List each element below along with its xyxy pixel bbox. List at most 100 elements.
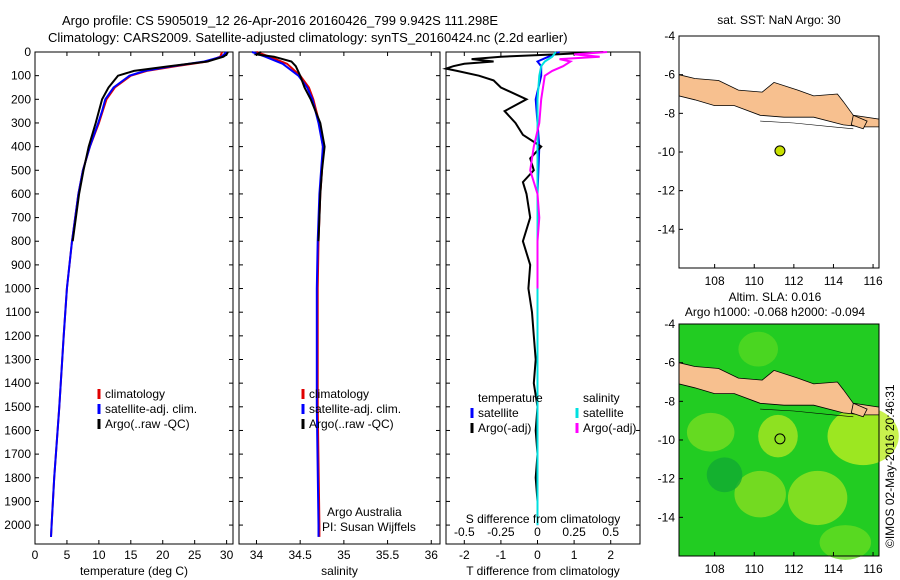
y-tick-label: 400: [11, 140, 31, 154]
y-tick-label: -6: [664, 356, 675, 370]
x-tick-label: 116: [863, 274, 882, 288]
sla-map: [678, 323, 899, 560]
x-tick-label: 112: [784, 274, 803, 288]
sla-map-title-line1: Altim. SLA: 0.016: [729, 290, 822, 304]
x-top-tick-label: -0.25: [487, 525, 515, 539]
x-tick-label: 114: [824, 274, 843, 288]
x-tick-label: 0: [32, 548, 39, 562]
y-tick-label: 500: [11, 163, 31, 177]
y-tick-label: -12: [658, 184, 676, 198]
sla-anomaly: [827, 407, 899, 466]
sla-map-title-line2: Argo h1000: -0.068 h2000: -0.094: [685, 305, 865, 319]
x-tick-label: 5: [64, 548, 71, 562]
x-tick-label: 15: [124, 548, 138, 562]
x-top-tick-label: 0: [534, 525, 541, 539]
y-tick-label: 1600: [4, 423, 31, 437]
x-tick-label: 30: [220, 548, 234, 562]
y-tick-label: 100: [11, 69, 31, 83]
x-tick-label: 20: [156, 548, 170, 562]
series-line-2: [253, 51, 326, 242]
panel-frame: [34, 51, 234, 545]
sla-anomaly: [686, 412, 735, 452]
y-tick-label: -12: [658, 472, 676, 486]
legend-label: temperature: [478, 391, 543, 405]
x-top-tick-label: 0.5: [602, 525, 619, 539]
annotation-pi: PI: Susan Wijffels: [322, 520, 416, 534]
x-top-tick-label: -0.5: [454, 525, 475, 539]
series-line-3: [529, 51, 608, 289]
series-line-1: [251, 51, 324, 537]
legend-label: satellite: [583, 406, 624, 420]
y-tick-label: 1000: [4, 282, 31, 296]
x-tick-label: 110: [745, 274, 764, 288]
x-tick-label: 35.5: [376, 548, 400, 562]
shelf-contour: [760, 120, 854, 130]
argo-position-marker: [774, 433, 786, 445]
y-tick-label: -6: [664, 68, 675, 82]
y-tick-label: 1300: [4, 353, 31, 367]
x-tick-label: 0: [534, 548, 541, 562]
legend-label: climatology: [309, 387, 369, 401]
legend-label: Argo(-adj): [583, 421, 636, 435]
sst-map: [678, 35, 880, 269]
sla-anomaly: [787, 470, 848, 526]
x-tick-label: 36: [425, 548, 439, 562]
y-tick-label: -8: [664, 106, 675, 120]
y-tick-label: 200: [11, 92, 31, 106]
legend-label: climatology: [105, 387, 165, 401]
y-tick-label: 1400: [4, 376, 31, 390]
y-tick-label: 2000: [4, 518, 31, 532]
x-axis-label: temperature (deg C): [80, 564, 188, 578]
y-tick-label: 1800: [4, 471, 31, 485]
y-tick-label: 1100: [5, 305, 31, 319]
bali-land: [850, 114, 868, 130]
sla-anomaly: [738, 331, 779, 367]
sst-map-title: sat. SST: NaN Argo: 30: [717, 13, 841, 27]
y-tick-label: 1900: [4, 494, 31, 508]
y-tick-label: -8: [664, 394, 675, 408]
x-tick-label: 108: [705, 274, 725, 288]
figure-title-line1: Argo profile: CS 5905019_12 26-Apr-2016 …: [62, 13, 499, 28]
legend-label: Argo(..raw -QC): [105, 417, 190, 431]
y-tick-label: -4: [664, 29, 675, 43]
y-tick-label: -4: [664, 317, 675, 331]
y-tick-label: -14: [658, 510, 676, 524]
x-tick-label: 110: [745, 562, 764, 576]
y-tick-label: 1200: [4, 329, 31, 343]
y-tick-label: 800: [11, 234, 31, 248]
legend-label: Argo(-adj): [478, 421, 531, 435]
x-tick-label: 25: [188, 548, 202, 562]
panel-frame: [445, 51, 641, 545]
legend-label: salinity: [583, 391, 620, 405]
sla-anomaly: [706, 457, 743, 493]
y-tick-label: 1500: [4, 400, 31, 414]
x-tick-label: 116: [863, 562, 882, 576]
x-tick-label: 34.5: [288, 548, 312, 562]
panel-frame: [238, 51, 441, 545]
x-tick-label: 114: [824, 562, 843, 576]
x-tick-label: -2: [459, 548, 470, 562]
y-tick-label: 0: [24, 45, 31, 59]
shelf-contour: [760, 408, 854, 418]
bali-land: [850, 402, 868, 418]
legend-label: Argo(..raw -QC): [309, 417, 394, 431]
x-tick-label: 10: [92, 548, 106, 562]
y-tick-label: -14: [658, 222, 676, 236]
figure-title-line2: Climatology: CARS2009. Satellite-adjuste…: [48, 30, 568, 45]
y-tick-label: 700: [11, 211, 31, 225]
x-tick-label: 34: [250, 548, 264, 562]
x-axis-label: salinity: [321, 564, 358, 578]
legend-label: satellite-adj. clim.: [309, 402, 401, 416]
x-top-tick-label: 0.25: [562, 525, 586, 539]
x-tick-label: 108: [705, 562, 725, 576]
x-axis-label: T difference from climatology: [466, 564, 620, 578]
x-tick-label: 2: [607, 548, 614, 562]
y-tick-label: -10: [658, 145, 676, 159]
series-line-1: [442, 51, 604, 514]
y-tick-label: -10: [658, 433, 676, 447]
x-tick-label: 1: [571, 548, 578, 562]
x-top-axis-label: S difference from climatology: [466, 512, 621, 526]
y-tick-label: 300: [11, 116, 31, 130]
legend-label: satellite: [478, 406, 519, 420]
